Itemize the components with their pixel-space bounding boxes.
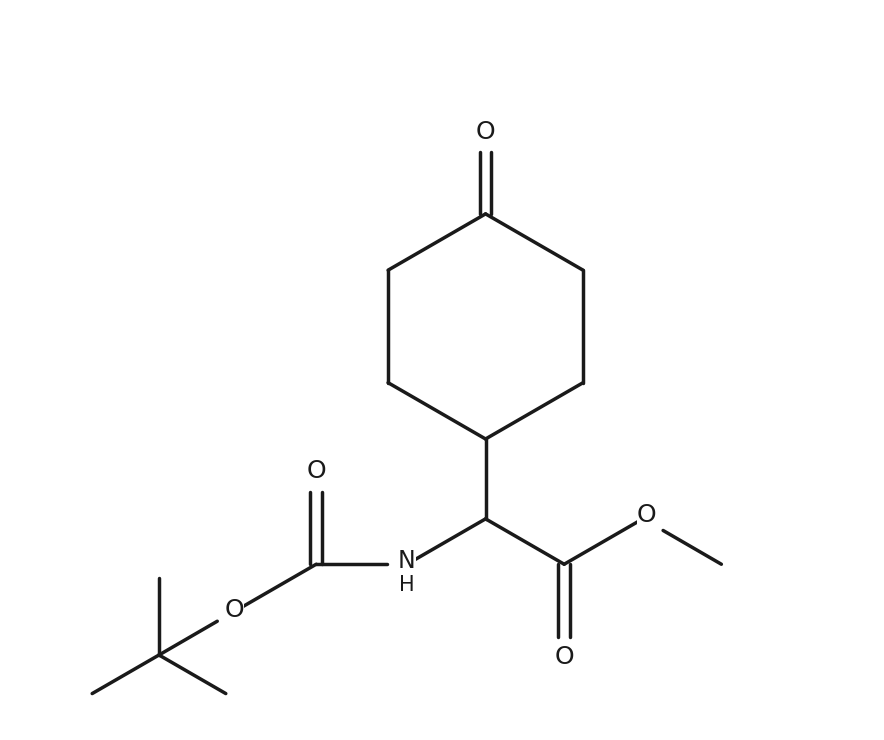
Text: O: O	[476, 120, 495, 144]
Text: O: O	[307, 460, 326, 483]
Text: O: O	[225, 598, 244, 622]
Text: O: O	[636, 503, 656, 527]
Text: H: H	[400, 574, 415, 594]
Text: O: O	[554, 645, 574, 669]
Text: N: N	[398, 548, 415, 573]
